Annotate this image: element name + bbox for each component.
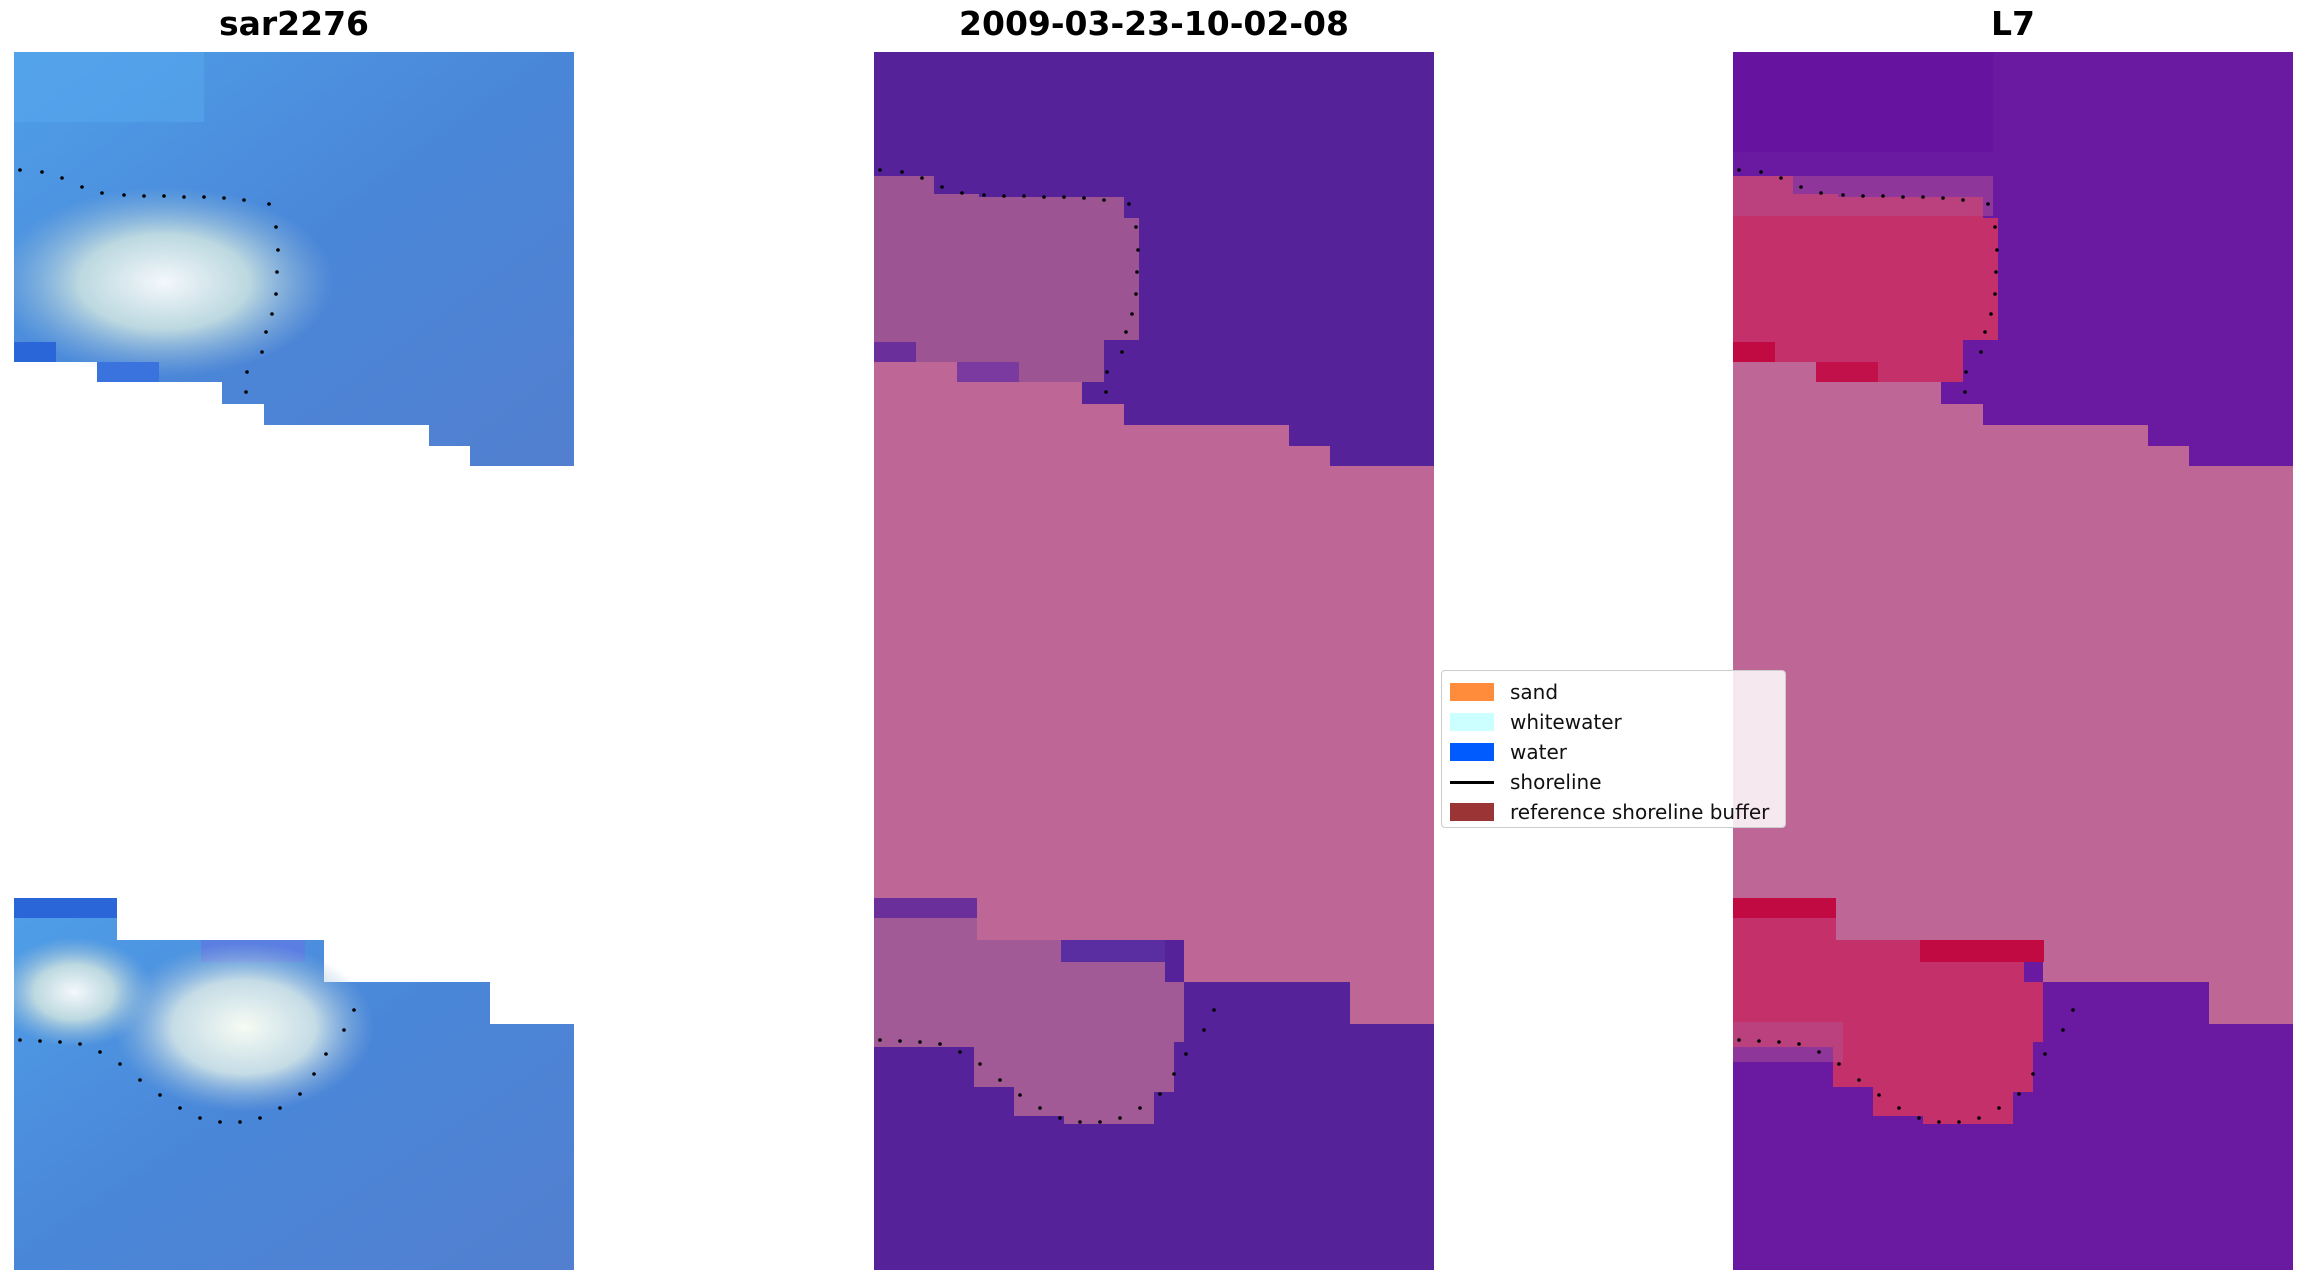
panel-title-1: sar2276 bbox=[218, 4, 370, 43]
classified-overlay-image bbox=[874, 52, 1434, 1270]
legend-swatch bbox=[1450, 713, 1494, 731]
panel-title-2: 2009-03-23-10-02-08 bbox=[959, 4, 1349, 43]
legend-swatch bbox=[1450, 743, 1494, 761]
rgb-satellite-image bbox=[14, 52, 574, 1270]
legend-item-sand: sand bbox=[1450, 677, 1777, 707]
legend-line-swatch bbox=[1450, 780, 1494, 784]
index-overlay-image bbox=[1733, 52, 2293, 1270]
legend-item-whitewater: whitewater bbox=[1450, 707, 1777, 737]
legend-item-reference-shoreline-buffer: reference shoreline buffer bbox=[1450, 797, 1777, 827]
legend-label: sand bbox=[1510, 680, 1559, 704]
legend-item-shoreline: shoreline bbox=[1450, 767, 1777, 797]
legend-item-water: water bbox=[1450, 737, 1777, 767]
legend-label: whitewater bbox=[1510, 710, 1622, 734]
legend: sand whitewater water shoreline referenc… bbox=[1441, 670, 1786, 828]
legend-label: shoreline bbox=[1510, 770, 1602, 794]
legend-swatch bbox=[1450, 683, 1494, 701]
legend-label: water bbox=[1510, 740, 1567, 764]
legend-label: reference shoreline buffer bbox=[1510, 800, 1770, 824]
legend-swatch bbox=[1450, 803, 1494, 821]
panel-title-3: L7 bbox=[1991, 4, 2035, 43]
